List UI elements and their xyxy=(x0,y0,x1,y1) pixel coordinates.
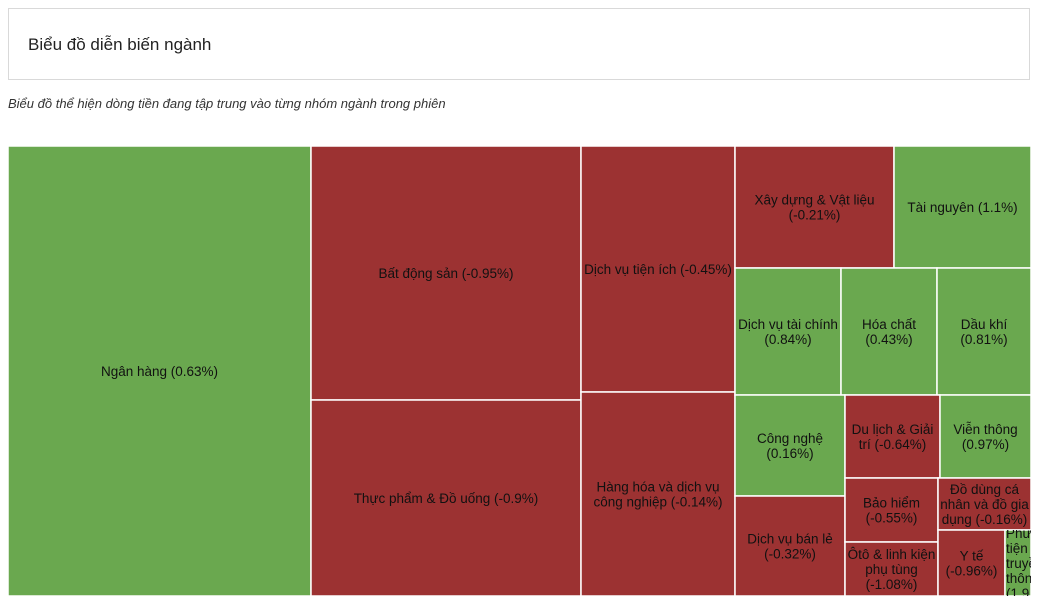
treemap-tile[interactable]: Hóa chất (0.43%) xyxy=(840,267,938,396)
treemap-tile[interactable]: Đồ dùng cá nhân và đồ gia dụng (-0.16%) xyxy=(937,477,1032,531)
chart-subtitle: Biểu đồ thể hiện dòng tiền đang tập trun… xyxy=(8,96,446,111)
tile-label: Dịch vụ tiện ích (-0.45%) xyxy=(584,262,732,277)
chart-title: Biểu đồ diễn biến ngành xyxy=(28,35,212,54)
tile-rect xyxy=(734,495,846,597)
tile-rect xyxy=(936,267,1032,396)
treemap-tile[interactable]: Viễn thông (0.97%) xyxy=(939,394,1032,479)
treemap-tile[interactable]: Bảo hiểm (-0.55%) xyxy=(844,477,939,543)
tile-rect xyxy=(844,394,941,479)
treemap-tile[interactable]: Xây dựng & Vật liệu (-0.21%) xyxy=(734,145,895,269)
tile-label: Ôtô & linh kiện phụ tùng (-1.08%) xyxy=(848,547,936,592)
tile-label: Viễn thông (0.97%) xyxy=(953,422,1017,452)
treemap-tile[interactable]: Y tế (-0.96%) xyxy=(937,529,1006,597)
treemap-tile[interactable]: Tài nguyên (1.1%) xyxy=(893,145,1032,269)
treemap-tile[interactable]: Ôtô & linh kiện phụ tùng (-1.08%) xyxy=(844,541,939,597)
tile-rect xyxy=(893,145,1032,269)
treemap-tile[interactable]: Dịch vụ bán lẻ (-0.32%) xyxy=(734,495,846,597)
tile-label: Bất động sản (-0.95%) xyxy=(378,266,513,281)
tile-label: Y tế (-0.96%) xyxy=(946,549,998,579)
treemap-tile[interactable]: Phư tiện truyề thôn (1.9 xyxy=(1004,526,1036,601)
tile-label: Dịch vụ tài chính (0.84%) xyxy=(738,317,838,347)
tile-label: Bảo hiểm (-0.55%) xyxy=(863,496,920,526)
treemap-tile[interactable]: Bất động sản (-0.95%) xyxy=(310,145,582,401)
chart-header: Biểu đồ diễn biến ngành xyxy=(8,8,1030,80)
tile-rect xyxy=(844,541,939,597)
treemap-tile[interactable]: Dầu khí (0.81%) xyxy=(936,267,1032,396)
tile-rect xyxy=(844,477,939,543)
treemap-tile[interactable]: Công nghệ (0.16%) xyxy=(734,394,846,497)
tile-label: Du lịch & Giải trí (-0.64%) xyxy=(852,422,934,452)
treemap-tile[interactable]: Hàng hóa và dịch vụ công nghiệp (-0.14%) xyxy=(580,391,736,597)
tile-rect xyxy=(937,477,1032,531)
tile-label: Tài nguyên (1.1%) xyxy=(907,200,1017,215)
tile-label: Công nghệ (0.16%) xyxy=(757,431,823,461)
treemap-tile[interactable]: Thực phẩm & Đồ uống (-0.9%) xyxy=(310,399,582,597)
treemap-tile[interactable]: Dịch vụ tiện ích (-0.45%) xyxy=(580,145,736,393)
tile-rect xyxy=(310,145,582,401)
tile-rect xyxy=(310,399,582,597)
tile-rect xyxy=(939,394,1032,479)
tile-label: Xây dựng & Vật liệu (-0.21%) xyxy=(754,193,874,223)
treemap-tile[interactable]: Dịch vụ tài chính (0.84%) xyxy=(734,267,842,396)
tile-label: Thực phẩm & Đồ uống (-0.9%) xyxy=(354,491,539,506)
tile-rect xyxy=(580,145,736,393)
tile-rect xyxy=(580,391,736,597)
tile-label: Dầu khí (0.81%) xyxy=(960,317,1007,347)
tile-label: Hóa chất (0.43%) xyxy=(862,317,916,347)
tile-label: Ngân hàng (0.63%) xyxy=(101,364,218,379)
treemap-tile[interactable]: Du lịch & Giải trí (-0.64%) xyxy=(844,394,941,479)
tile-label: Phư tiện truyề thôn (1.9 xyxy=(1006,526,1036,601)
tile-label: Hàng hóa và dịch vụ công nghiệp (-0.14%) xyxy=(593,480,722,510)
tile-label: Đồ dùng cá nhân và đồ gia dụng (-0.16%) xyxy=(940,482,1029,527)
tile-rect xyxy=(840,267,938,396)
treemap-tile[interactable]: Ngân hàng (0.63%) xyxy=(7,145,312,597)
tile-rect xyxy=(937,529,1006,597)
tile-rect xyxy=(1004,529,1032,597)
tile-rect xyxy=(734,394,846,497)
tile-label: Dịch vụ bán lẻ (-0.32%) xyxy=(747,532,833,562)
